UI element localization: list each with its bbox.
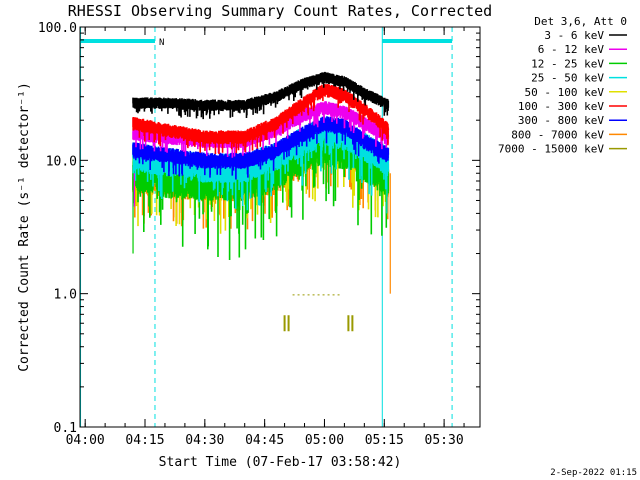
y-tick-label: 10.0 [46,154,77,169]
x-tick-label: 04:15 [125,433,164,448]
footer-date: 2-Sep-2022 01:15 [550,468,637,478]
x-tick-label: 05:00 [305,433,344,448]
plot-area: N [81,27,453,427]
legend-label: 300 - 800 keV [518,114,604,127]
x-axis: 04:00 04:15 04:30 04:45 05:00 05:15 05:30 [66,27,464,448]
legend-label: 3 - 6 keV [544,29,604,42]
x-axis-label: Start Time (07-Feb-17 03:58:42) [159,455,402,470]
legend-label: 800 - 7000 keV [511,128,604,141]
y-tick-label: 1.0 [54,288,77,303]
legend-header: Det 3,6, Att 0 [534,15,627,28]
legend-label: 50 - 100 keV [525,86,605,99]
legend-label: 12 - 25 keV [531,57,604,70]
night-flag-label: N [159,38,164,48]
legend-label: 7000 - 15000 keV [498,143,604,156]
legend-label: 100 - 300 keV [518,100,604,113]
x-tick-label: 05:15 [365,433,404,448]
x-tick-label: 04:45 [245,433,284,448]
y-axis-label: Corrected Count Rate (s⁻¹ detector⁻¹) [17,82,32,372]
y-axis: 100.010.01.00.1 [38,21,480,436]
x-tick-label: 04:30 [185,433,224,448]
legend-label: 25 - 50 keV [531,72,604,85]
y-tick-label: 100.0 [38,21,77,36]
chart-title: RHESSI Observing Summary Count Rates, Co… [68,2,492,20]
plot-frame [80,27,480,427]
x-tick-label: 04:00 [66,433,105,448]
x-tick-label: 05:30 [425,433,464,448]
legend-label: 6 - 12 keV [538,43,605,56]
